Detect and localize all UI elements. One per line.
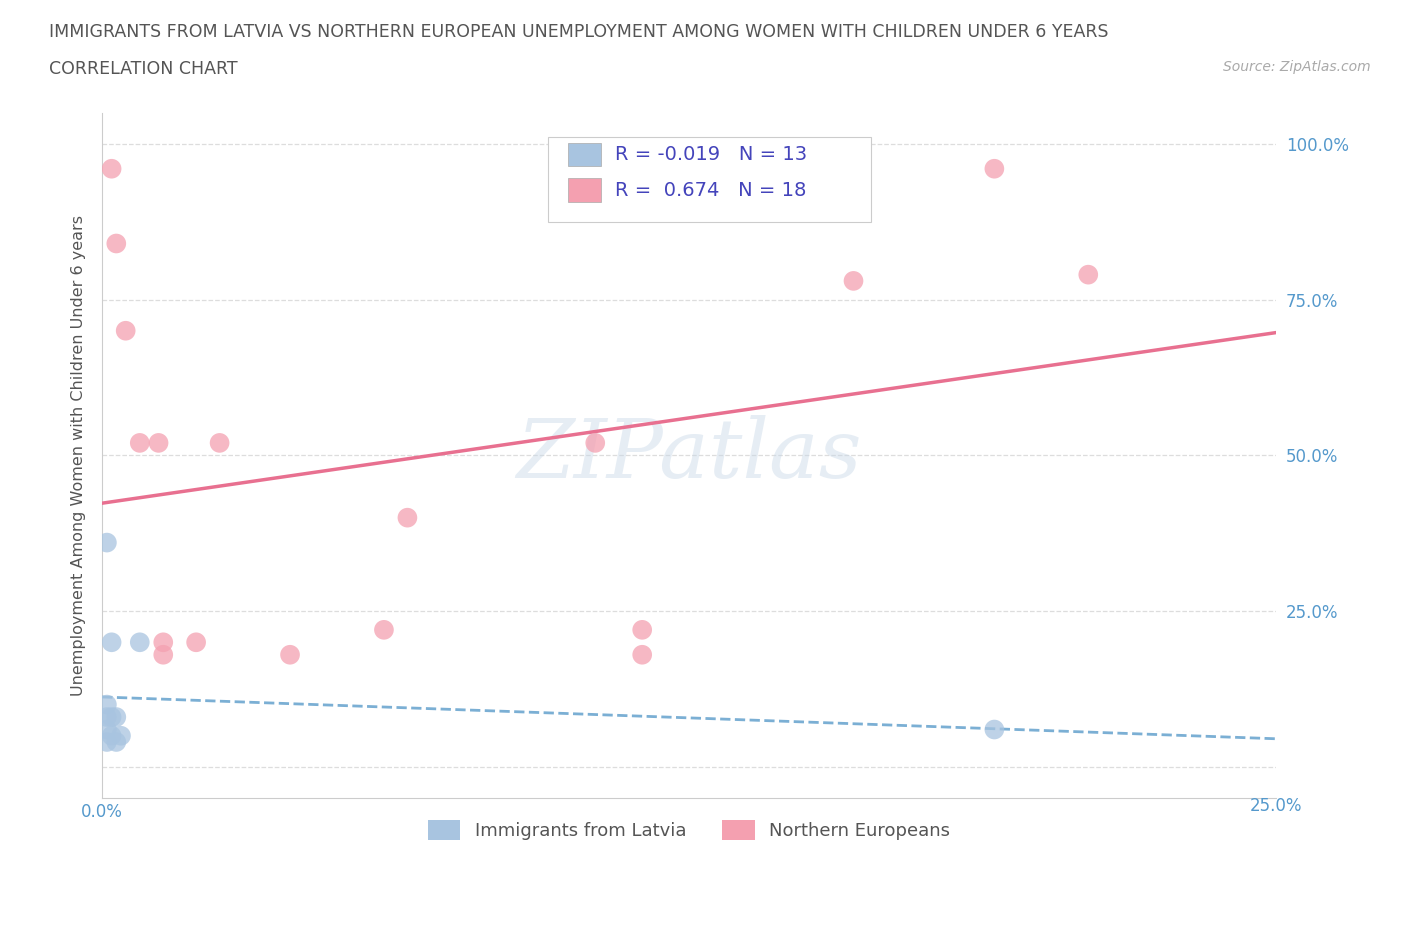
Point bbox=[100, 635, 122, 650]
Point bbox=[842, 273, 865, 288]
Point bbox=[152, 635, 174, 650]
Point bbox=[631, 647, 654, 662]
Bar bbox=[568, 179, 602, 202]
Point bbox=[96, 735, 118, 750]
Text: IMMIGRANTS FROM LATVIA VS NORTHERN EUROPEAN UNEMPLOYMENT AMONG WOMEN WITH CHILDR: IMMIGRANTS FROM LATVIA VS NORTHERN EUROP… bbox=[49, 23, 1109, 41]
Point bbox=[100, 161, 122, 176]
Point bbox=[100, 710, 122, 724]
Point bbox=[208, 435, 231, 450]
Point bbox=[128, 435, 150, 450]
Point bbox=[983, 722, 1005, 737]
Point bbox=[373, 622, 395, 637]
Text: 25.0%: 25.0% bbox=[1250, 797, 1302, 816]
Point bbox=[114, 324, 136, 339]
Point bbox=[96, 535, 118, 550]
Point bbox=[110, 728, 132, 743]
Legend: Immigrants from Latvia, Northern Europeans: Immigrants from Latvia, Northern Europea… bbox=[420, 813, 957, 847]
Point bbox=[96, 722, 118, 737]
Point bbox=[105, 710, 128, 724]
Point bbox=[105, 236, 128, 251]
Point bbox=[184, 635, 207, 650]
Point bbox=[96, 710, 118, 724]
Point bbox=[105, 735, 128, 750]
Point bbox=[583, 435, 606, 450]
Point bbox=[278, 647, 301, 662]
Point bbox=[396, 511, 419, 525]
Point bbox=[96, 698, 118, 712]
Text: ZIPatlas: ZIPatlas bbox=[516, 416, 862, 496]
FancyBboxPatch shape bbox=[548, 137, 872, 222]
Point bbox=[983, 161, 1005, 176]
Point bbox=[1077, 267, 1099, 282]
Text: R = -0.019   N = 13: R = -0.019 N = 13 bbox=[616, 145, 807, 164]
Y-axis label: Unemployment Among Women with Children Under 6 years: Unemployment Among Women with Children U… bbox=[72, 215, 86, 696]
Text: CORRELATION CHART: CORRELATION CHART bbox=[49, 60, 238, 78]
Point bbox=[152, 647, 174, 662]
Point bbox=[148, 435, 170, 450]
Point bbox=[128, 635, 150, 650]
Text: R =  0.674   N = 18: R = 0.674 N = 18 bbox=[616, 180, 807, 200]
Text: Source: ZipAtlas.com: Source: ZipAtlas.com bbox=[1223, 60, 1371, 74]
Bar bbox=[568, 143, 602, 166]
Point bbox=[631, 622, 654, 637]
Point bbox=[100, 728, 122, 743]
